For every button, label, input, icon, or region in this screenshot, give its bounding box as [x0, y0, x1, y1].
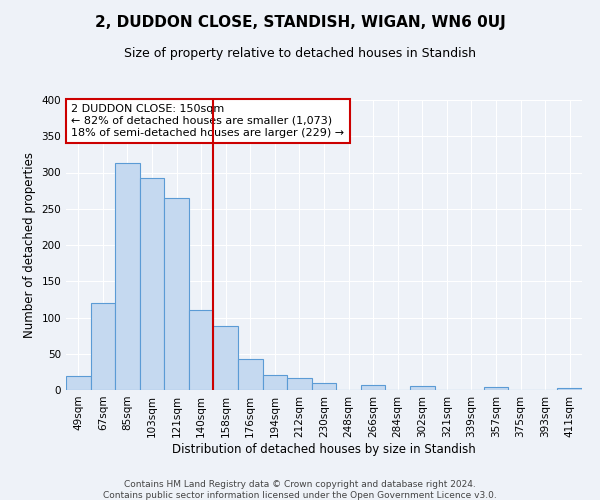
- Bar: [263, 375, 287, 390]
- Bar: [484, 387, 508, 390]
- Text: 2 DUDDON CLOSE: 150sqm
← 82% of detached houses are smaller (1,073)
18% of semi-: 2 DUDDON CLOSE: 150sqm ← 82% of detached…: [71, 104, 344, 138]
- Bar: [189, 310, 214, 390]
- X-axis label: Distribution of detached houses by size in Standish: Distribution of detached houses by size …: [172, 442, 476, 456]
- Text: Size of property relative to detached houses in Standish: Size of property relative to detached ho…: [124, 48, 476, 60]
- Bar: [115, 163, 140, 390]
- Bar: [410, 386, 434, 390]
- Text: Contains HM Land Registry data © Crown copyright and database right 2024.: Contains HM Land Registry data © Crown c…: [124, 480, 476, 489]
- Bar: [164, 198, 189, 390]
- Bar: [287, 378, 312, 390]
- Bar: [140, 178, 164, 390]
- Bar: [238, 359, 263, 390]
- Bar: [361, 385, 385, 390]
- Bar: [66, 376, 91, 390]
- Y-axis label: Number of detached properties: Number of detached properties: [23, 152, 36, 338]
- Bar: [214, 326, 238, 390]
- Text: 2, DUDDON CLOSE, STANDISH, WIGAN, WN6 0UJ: 2, DUDDON CLOSE, STANDISH, WIGAN, WN6 0U…: [95, 15, 505, 30]
- Text: Contains public sector information licensed under the Open Government Licence v3: Contains public sector information licen…: [103, 491, 497, 500]
- Bar: [312, 384, 336, 390]
- Bar: [91, 303, 115, 390]
- Bar: [557, 388, 582, 390]
